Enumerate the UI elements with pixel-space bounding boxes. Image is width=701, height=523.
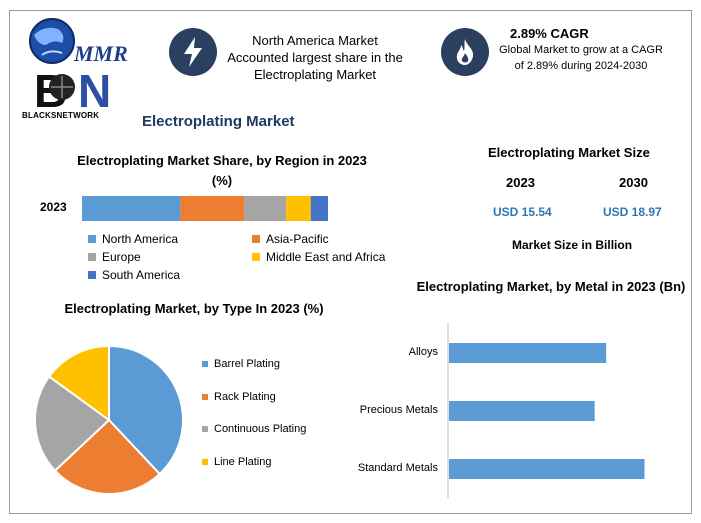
svg-text:N: N — [78, 65, 111, 111]
region-bar-segment — [286, 196, 311, 221]
region-stacked-bar — [82, 196, 328, 221]
legend-swatch — [252, 253, 260, 261]
pie-slice — [47, 344, 110, 422]
svg-text:MMR: MMR — [73, 41, 128, 66]
metal-bar — [449, 401, 595, 421]
legend-asia-pacific: Asia-Pacific — [252, 232, 329, 246]
legend-swatch — [88, 235, 96, 243]
legend-swatch — [202, 394, 208, 400]
legend-middle-east-africa: Middle East and Africa — [252, 250, 385, 264]
legend-label: North America — [102, 232, 179, 246]
pie-slice — [108, 344, 184, 476]
legend-label: Continuous Plating — [214, 423, 307, 435]
region-bar-category: 2023 — [40, 200, 67, 214]
main-title: Electroplating Market — [142, 113, 295, 130]
legend-swatch — [202, 426, 208, 432]
metal-label-alloys: Alloys — [408, 346, 438, 358]
metal-chart-title: Electroplating Market, by Metal in 2023 … — [416, 279, 686, 294]
metal-bar-chart — [447, 322, 645, 498]
market-size-note: Market Size in Billion — [512, 238, 633, 252]
legend-swatch — [88, 271, 96, 279]
region-bar-segment — [310, 196, 328, 221]
legend-swatch — [202, 361, 208, 367]
pie-slice — [53, 418, 162, 495]
highlight-text: North America Market Accounted largest s… — [227, 33, 403, 82]
market-size-title: Electroplating Market Size — [488, 145, 650, 160]
market-size-value-2030: USD 18.97 — [603, 205, 662, 219]
legend-rack-plating: Rack Plating — [202, 391, 276, 403]
legend-barrel-plating: Barrel Plating — [202, 358, 280, 370]
metal-bar — [449, 343, 607, 363]
region-bar-segment — [82, 196, 181, 221]
legend-label: South America — [102, 268, 181, 282]
legend-south-america: South America — [88, 268, 180, 282]
region-bar-segment — [180, 196, 245, 221]
metal-label-standard: Standard Metals — [357, 462, 438, 474]
logo-text: BLACKSNETWORK — [22, 111, 100, 120]
legend-label: Line Plating — [214, 456, 272, 468]
region-chart-title: Electroplating Market Share, by Region i… — [77, 153, 367, 188]
market-size-year-2030: 2030 — [619, 175, 648, 190]
legend-label: Europe — [102, 250, 141, 264]
type-pie-chart — [34, 344, 184, 495]
legend-line-plating: Line Plating — [202, 456, 272, 468]
pie-slice — [34, 375, 111, 473]
metal-label-precious: Precious Metals — [359, 404, 438, 416]
legend-label: Middle East and Africa — [266, 250, 386, 264]
type-chart-title: Electroplating Market, by Type In 2023 (… — [64, 301, 324, 316]
legend-label: Asia-Pacific — [266, 232, 329, 246]
flame-icon — [441, 28, 489, 76]
legend-swatch — [202, 459, 208, 465]
legend-label: Barrel Plating — [214, 358, 281, 370]
legend-continuous-plating: Continuous Plating — [202, 423, 306, 435]
metal-bar — [449, 459, 645, 479]
legend-europe: Europe — [88, 250, 141, 264]
market-size-year-2023: 2023 — [506, 175, 535, 190]
cagr-title: 2.89% CAGR — [510, 26, 589, 41]
legend-label: Rack Plating — [214, 391, 276, 403]
region-bar-segment — [244, 196, 287, 221]
market-size-value-2023: USD 15.54 — [493, 205, 552, 219]
company-logo: MMR B N BLACKSNETWORK — [18, 15, 130, 123]
infographic-frame — [9, 10, 692, 514]
legend-swatch — [252, 235, 260, 243]
legend-north-america: North America — [88, 232, 178, 246]
legend-swatch — [88, 253, 96, 261]
lightning-icon — [169, 28, 217, 76]
cagr-description: Global Market to grow at a CAGR of 2.89%… — [499, 44, 663, 72]
